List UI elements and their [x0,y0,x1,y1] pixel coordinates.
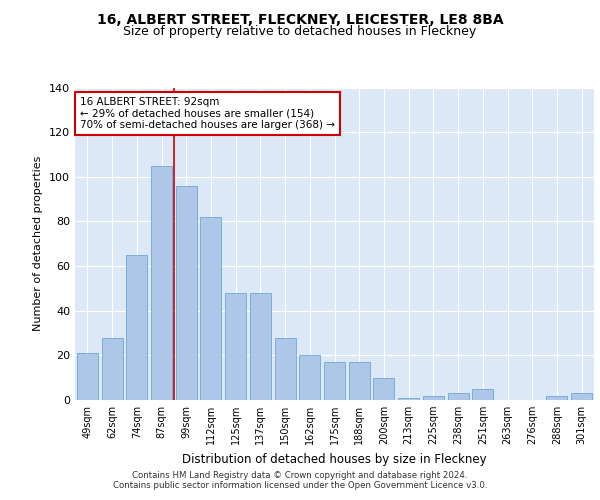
Bar [472,389,493,400]
Bar [448,394,469,400]
X-axis label: Distribution of detached houses by size in Fleckney: Distribution of detached houses by size … [182,452,487,466]
Bar [349,362,370,400]
Bar [250,293,271,400]
Bar [275,338,296,400]
Bar [101,338,122,400]
Bar [398,398,419,400]
Bar [373,378,394,400]
Bar [299,356,320,400]
Text: 16, ALBERT STREET, FLECKNEY, LEICESTER, LE8 8BA: 16, ALBERT STREET, FLECKNEY, LEICESTER, … [97,12,503,26]
Bar [176,186,197,400]
Bar [151,166,172,400]
Bar [126,255,147,400]
Bar [423,396,444,400]
Text: 16 ALBERT STREET: 92sqm
← 29% of detached houses are smaller (154)
70% of semi-d: 16 ALBERT STREET: 92sqm ← 29% of detache… [80,97,335,130]
Text: Contains HM Land Registry data © Crown copyright and database right 2024.
Contai: Contains HM Land Registry data © Crown c… [113,470,487,490]
Bar [324,362,345,400]
Y-axis label: Number of detached properties: Number of detached properties [34,156,43,332]
Text: Size of property relative to detached houses in Fleckney: Size of property relative to detached ho… [124,25,476,38]
Bar [225,293,246,400]
Bar [200,217,221,400]
Bar [77,353,98,400]
Bar [571,394,592,400]
Bar [547,396,568,400]
